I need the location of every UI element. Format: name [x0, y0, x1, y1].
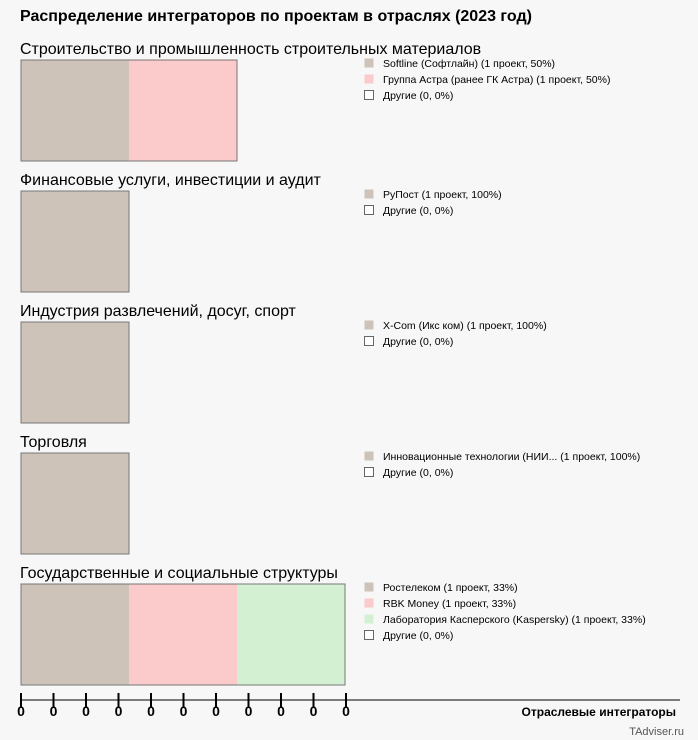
x-tick-label: 0: [17, 703, 25, 719]
panel-title: Индустрия развлечений, досуг, спорт: [20, 303, 297, 320]
chart-title: Распределение интеграторов по проектам в…: [20, 8, 532, 25]
bar-outline: [20, 59, 238, 162]
bar-segment: [237, 584, 345, 685]
footer-credit[interactable]: TAdviser.ru: [629, 726, 684, 738]
bar-outline: [20, 452, 130, 555]
x-tick-label: 0: [115, 703, 123, 719]
legend-label: Другие (0, 0%): [383, 205, 453, 217]
legend-label: Другие (0, 0%): [383, 336, 453, 348]
bar-segment: [21, 322, 129, 423]
panel-title: Государственные и социальные структуры: [20, 565, 338, 582]
legend-label: Лаборатория Касперского (Kaspersky) (1 п…: [383, 614, 646, 626]
legend-label: RBK Money (1 проект, 33%): [383, 598, 516, 610]
bar-segment: [129, 584, 237, 685]
x-tick-label: 0: [245, 703, 253, 719]
legend-label: РуПост (1 проект, 100%): [383, 189, 502, 201]
x-tick-label: 0: [180, 703, 188, 719]
legend-label: X-Com (Икс ком) (1 проект, 100%): [383, 320, 547, 332]
bar-segment: [21, 191, 129, 292]
bar-segment: [21, 584, 129, 685]
bar-outline: [20, 321, 130, 424]
panel-title: Строительство и промышленность строитель…: [20, 41, 481, 58]
legend-label: Ростелеком (1 проект, 33%): [383, 582, 518, 594]
x-tick-label: 0: [342, 703, 350, 719]
legend-swatch: [364, 205, 374, 215]
legend-swatch: [364, 598, 374, 608]
panel-title: Финансовые услуги, инвестиции и аудит: [20, 172, 322, 189]
panel-title: Торговля: [20, 434, 87, 451]
legend-swatch: [364, 614, 374, 624]
x-tick-label: 0: [310, 703, 318, 719]
x-tick-label: 0: [277, 703, 285, 719]
x-tick-label: 0: [50, 703, 58, 719]
x-tick-label: 0: [82, 703, 90, 719]
legend-swatch: [364, 74, 374, 84]
x-axis-label: Отраслевые интеграторы: [522, 705, 676, 719]
x-tick-label: 0: [147, 703, 155, 719]
legend-swatch: [364, 90, 374, 100]
x-tick-label: 0: [212, 703, 220, 719]
bar-outline: [20, 583, 346, 686]
legend-label: Softline (Софтлайн) (1 проект, 50%): [383, 58, 555, 70]
legend-label: Другие (0, 0%): [383, 90, 453, 102]
bar-outline: [20, 190, 130, 293]
legend-label: Другие (0, 0%): [383, 467, 453, 479]
legend-label: Другие (0, 0%): [383, 630, 453, 642]
bar-segment: [21, 453, 129, 554]
legend-swatch: [364, 336, 374, 346]
legend-swatch: [364, 58, 374, 68]
legend-swatch: [364, 467, 374, 477]
legend-swatch: [364, 189, 374, 199]
legend-swatch: [364, 630, 374, 640]
legend-label: Инновационные технологии (НИИ... (1 прое…: [383, 451, 640, 463]
bar-segment: [21, 60, 129, 161]
legend-swatch: [364, 451, 374, 461]
legend-label: Группа Астра (ранее ГК Астра) (1 проект,…: [383, 74, 610, 86]
legend-swatch: [364, 320, 374, 330]
legend-swatch: [364, 582, 374, 592]
bar-segment: [129, 60, 237, 161]
